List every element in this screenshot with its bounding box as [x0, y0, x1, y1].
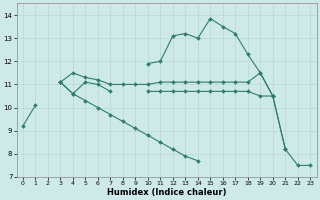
- X-axis label: Humidex (Indice chaleur): Humidex (Indice chaleur): [107, 188, 226, 197]
